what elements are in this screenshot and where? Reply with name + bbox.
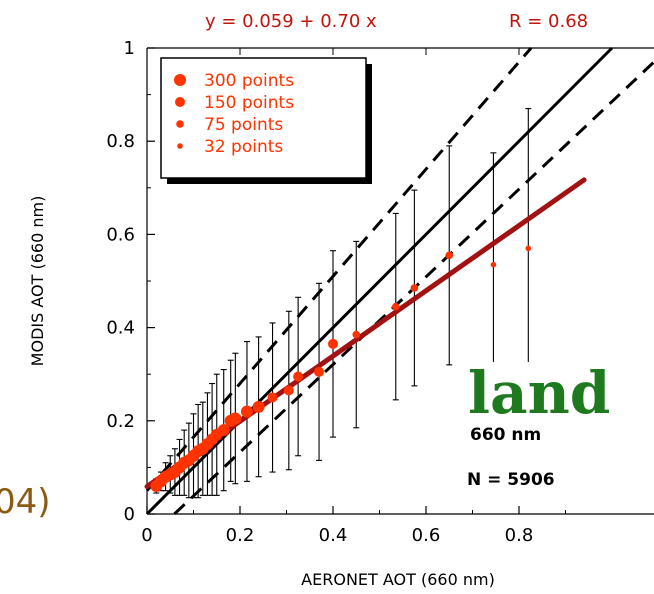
error-bars — [153, 108, 532, 499]
legend-label: 300 points — [204, 71, 294, 91]
legend-marker — [175, 97, 185, 107]
y-tick-label: 0.8 — [106, 131, 135, 152]
y-tick-label: 0.4 — [106, 318, 135, 339]
wavelength-label: 660 nm — [470, 425, 541, 445]
data-points — [150, 245, 532, 493]
x-axis-title: AERONET AOT (660 nm) — [301, 570, 495, 589]
data-point — [314, 366, 325, 377]
legend-marker — [174, 74, 186, 86]
one-to-one-line — [145, 46, 614, 516]
legend-label: 75 points — [204, 115, 283, 135]
upper-error-bound-line — [145, 47, 533, 492]
sample-count-label: N = 5906 — [467, 470, 555, 490]
legend-marker — [176, 120, 184, 128]
cropped-text-fragment: 04) — [0, 482, 51, 522]
x-tick-label: 0.6 — [412, 525, 441, 546]
regression-equation: y = 0.059 + 0.70 x — [205, 11, 377, 32]
axis-ticks: 0 0.2 0.4 0.6 0.8 0 0.2 0.4 0.6 0.8 1 — [106, 38, 566, 546]
data-point — [293, 371, 304, 382]
data-point — [525, 245, 532, 252]
x-tick-label: 0.2 — [226, 525, 255, 546]
y-tick-label: 0.6 — [106, 224, 135, 245]
y-tick-label: 1 — [124, 38, 135, 59]
correlation-coefficient: R = 0.68 — [509, 11, 588, 32]
x-tick-label: 0.8 — [505, 525, 534, 546]
data-point — [283, 385, 294, 396]
surface-label: land — [468, 359, 610, 427]
x-tick-label: 0 — [141, 525, 152, 546]
x-tick-label: 0.4 — [319, 525, 348, 546]
legend-label: 150 points — [204, 93, 294, 113]
y-axis-title: MODIS AOT (660 nm) — [28, 196, 47, 367]
y-tick-label: 0 — [124, 504, 135, 525]
data-point — [217, 424, 230, 437]
data-point — [410, 284, 419, 292]
y-tick-label: 0.2 — [106, 411, 135, 432]
legend-box — [160, 57, 367, 179]
data-point — [328, 338, 338, 349]
data-point — [445, 251, 454, 260]
data-point — [352, 330, 361, 339]
data-point — [252, 400, 265, 413]
legend-label: 32 points — [204, 137, 283, 157]
data-point — [490, 261, 497, 268]
data-point — [391, 302, 400, 311]
data-point — [229, 412, 242, 425]
legend-marker — [177, 143, 183, 149]
data-point — [267, 392, 278, 403]
annotation-background — [455, 362, 620, 502]
data-point — [240, 405, 253, 418]
